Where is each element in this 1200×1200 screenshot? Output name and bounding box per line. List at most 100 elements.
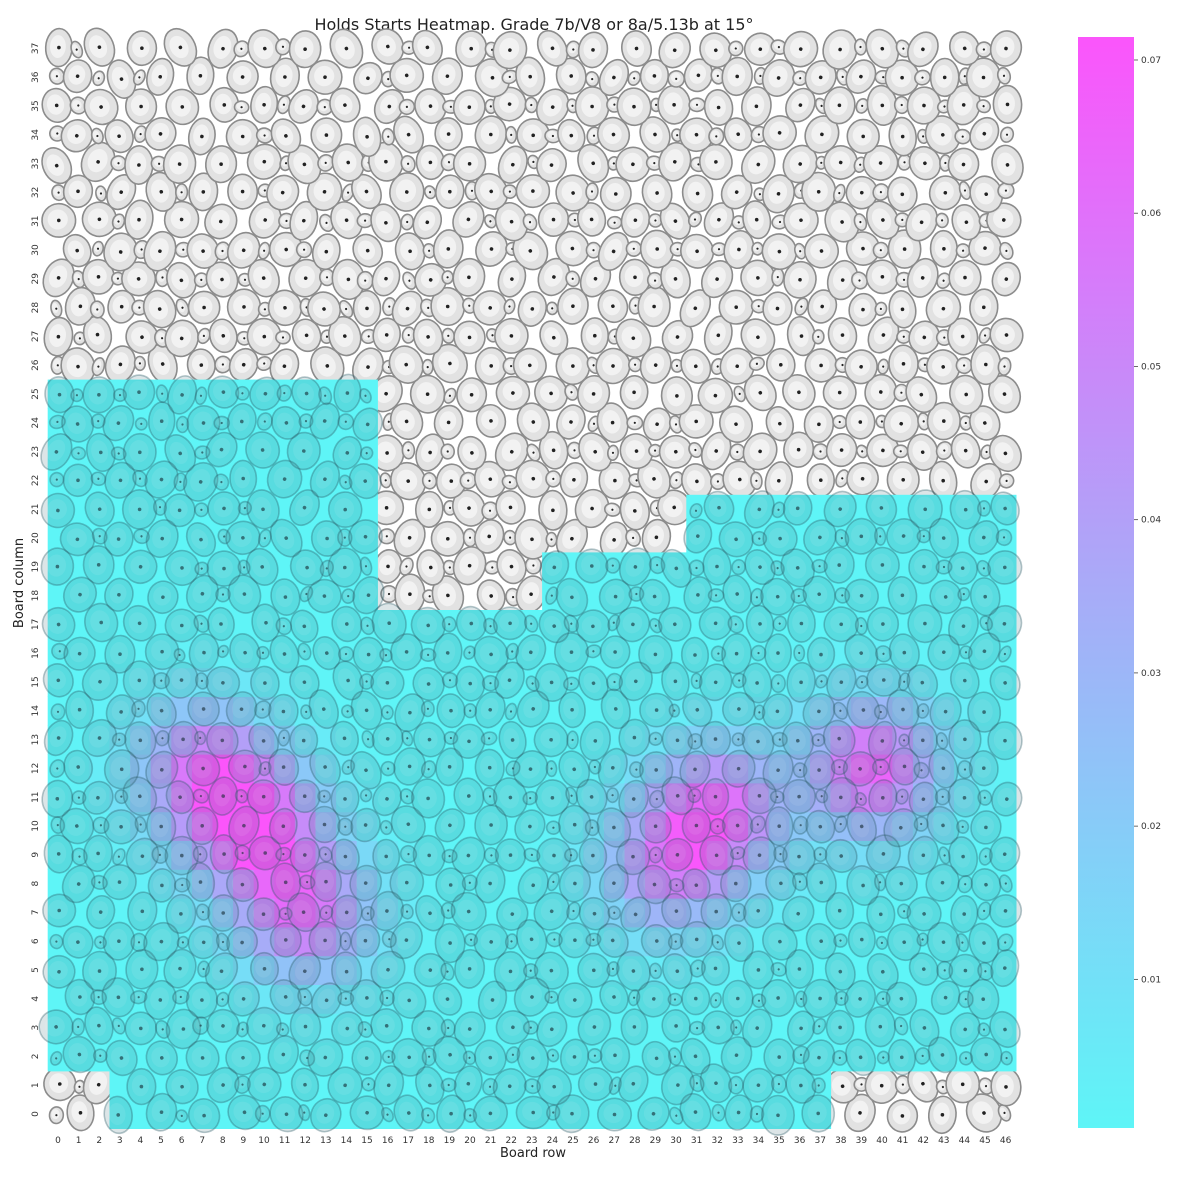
y-tick-label: 10 bbox=[31, 820, 41, 832]
hold-icon bbox=[597, 231, 630, 271]
x-tick-label: 2 bbox=[96, 1136, 102, 1146]
y-tick-label: 6 bbox=[31, 938, 41, 944]
hold-icon bbox=[125, 320, 159, 355]
hold-icon bbox=[826, 259, 859, 301]
y-tick-label: 15 bbox=[31, 676, 41, 687]
hold-icon bbox=[204, 145, 238, 184]
hold-icon bbox=[526, 443, 541, 462]
hold-icon bbox=[394, 573, 426, 615]
hold-icon bbox=[497, 260, 527, 298]
hold-icon bbox=[126, 1067, 157, 1106]
hold-icon bbox=[412, 205, 443, 240]
hold-icon bbox=[844, 349, 878, 385]
x-tick-label: 40 bbox=[876, 1136, 888, 1146]
hold-icon bbox=[310, 346, 345, 386]
hold-icon bbox=[556, 404, 586, 440]
y-tick-label: 25 bbox=[31, 388, 41, 399]
y-tick-label: 30 bbox=[31, 244, 41, 256]
hold-icon bbox=[827, 317, 858, 354]
hold-icon bbox=[317, 789, 332, 804]
x-tick-label: 25 bbox=[567, 1136, 578, 1146]
x-tick-label: 6 bbox=[179, 1136, 185, 1146]
hold-icon bbox=[926, 401, 961, 441]
hold-icon bbox=[948, 259, 982, 296]
hold-icon bbox=[770, 673, 787, 694]
hold-icon bbox=[390, 461, 427, 501]
hold-icon bbox=[287, 144, 322, 185]
hold-icon bbox=[430, 286, 466, 327]
hold-icon bbox=[393, 115, 425, 154]
hold-icon bbox=[660, 376, 694, 416]
hold-icon bbox=[484, 560, 501, 575]
x-tick-label: 27 bbox=[608, 1136, 619, 1146]
hold-icon bbox=[502, 184, 518, 199]
hold-icon bbox=[976, 500, 992, 517]
hold-icon bbox=[639, 229, 675, 269]
hold-icon bbox=[110, 155, 127, 172]
hold-icon bbox=[42, 258, 75, 298]
hold-icon bbox=[998, 473, 1015, 489]
hold-icon bbox=[680, 348, 712, 384]
y-tick-label: 5 bbox=[31, 967, 41, 973]
hold-icon bbox=[503, 298, 516, 315]
hold-icon bbox=[89, 300, 105, 319]
hold-icon bbox=[945, 1065, 981, 1104]
hold-icon bbox=[731, 215, 747, 230]
hold-icon bbox=[143, 230, 177, 272]
hold-icon bbox=[989, 317, 1024, 353]
y-tick-label: 29 bbox=[31, 273, 41, 285]
hold-icon bbox=[813, 846, 828, 863]
hold-icon bbox=[639, 346, 672, 384]
hold-icon bbox=[992, 84, 1023, 124]
hold-icon bbox=[991, 261, 1022, 297]
hold-icon bbox=[399, 557, 414, 576]
hold-icon bbox=[807, 289, 838, 324]
hold-icon bbox=[270, 118, 302, 154]
hold-icon bbox=[306, 291, 342, 327]
hold-icon bbox=[703, 315, 733, 356]
hold-icon bbox=[865, 200, 900, 240]
hold-icon bbox=[679, 289, 712, 328]
hold-icon bbox=[697, 377, 734, 414]
hold-icon bbox=[208, 318, 238, 354]
hold-icon bbox=[370, 203, 402, 243]
hold-icon bbox=[91, 357, 106, 377]
hold-icon bbox=[723, 229, 755, 270]
hold-icon bbox=[41, 147, 73, 185]
x-tick-label: 45 bbox=[979, 1136, 990, 1146]
hold-icon bbox=[462, 528, 478, 548]
y-tick-label: 35 bbox=[31, 100, 41, 111]
hold-icon bbox=[740, 259, 776, 297]
hold-icon bbox=[512, 347, 547, 383]
hold-icon bbox=[372, 838, 401, 875]
hold-icon bbox=[606, 444, 620, 461]
x-axis-label: Board row bbox=[500, 1146, 566, 1161]
hold-icon bbox=[687, 211, 703, 228]
hold-icon bbox=[267, 289, 303, 327]
hold-icon bbox=[883, 405, 920, 443]
y-tick-label: 20 bbox=[31, 532, 41, 544]
hold-icon bbox=[783, 202, 819, 238]
y-tick-label: 13 bbox=[31, 734, 41, 745]
hold-icon bbox=[905, 376, 938, 414]
hold-icon bbox=[585, 241, 602, 259]
hold-icon bbox=[929, 57, 960, 98]
x-tick-label: 32 bbox=[711, 1136, 722, 1146]
hold-icon bbox=[794, 242, 807, 260]
hold-icon bbox=[538, 430, 569, 470]
hold-icon bbox=[163, 200, 200, 239]
hold-icon bbox=[188, 172, 219, 212]
hold-icon bbox=[391, 290, 424, 327]
hold-icon bbox=[338, 299, 354, 319]
hold-icon bbox=[501, 474, 519, 490]
hold-icon bbox=[229, 459, 258, 498]
hold-icon bbox=[743, 374, 777, 412]
x-tick-label: 14 bbox=[341, 1136, 353, 1146]
hold-icon bbox=[400, 213, 415, 231]
hold-icon bbox=[908, 320, 941, 355]
hold-icon bbox=[414, 262, 448, 297]
hold-icon bbox=[845, 231, 881, 266]
x-tick-label: 0 bbox=[55, 1136, 61, 1146]
hold-icon bbox=[997, 357, 1012, 376]
hold-icon bbox=[505, 125, 518, 144]
